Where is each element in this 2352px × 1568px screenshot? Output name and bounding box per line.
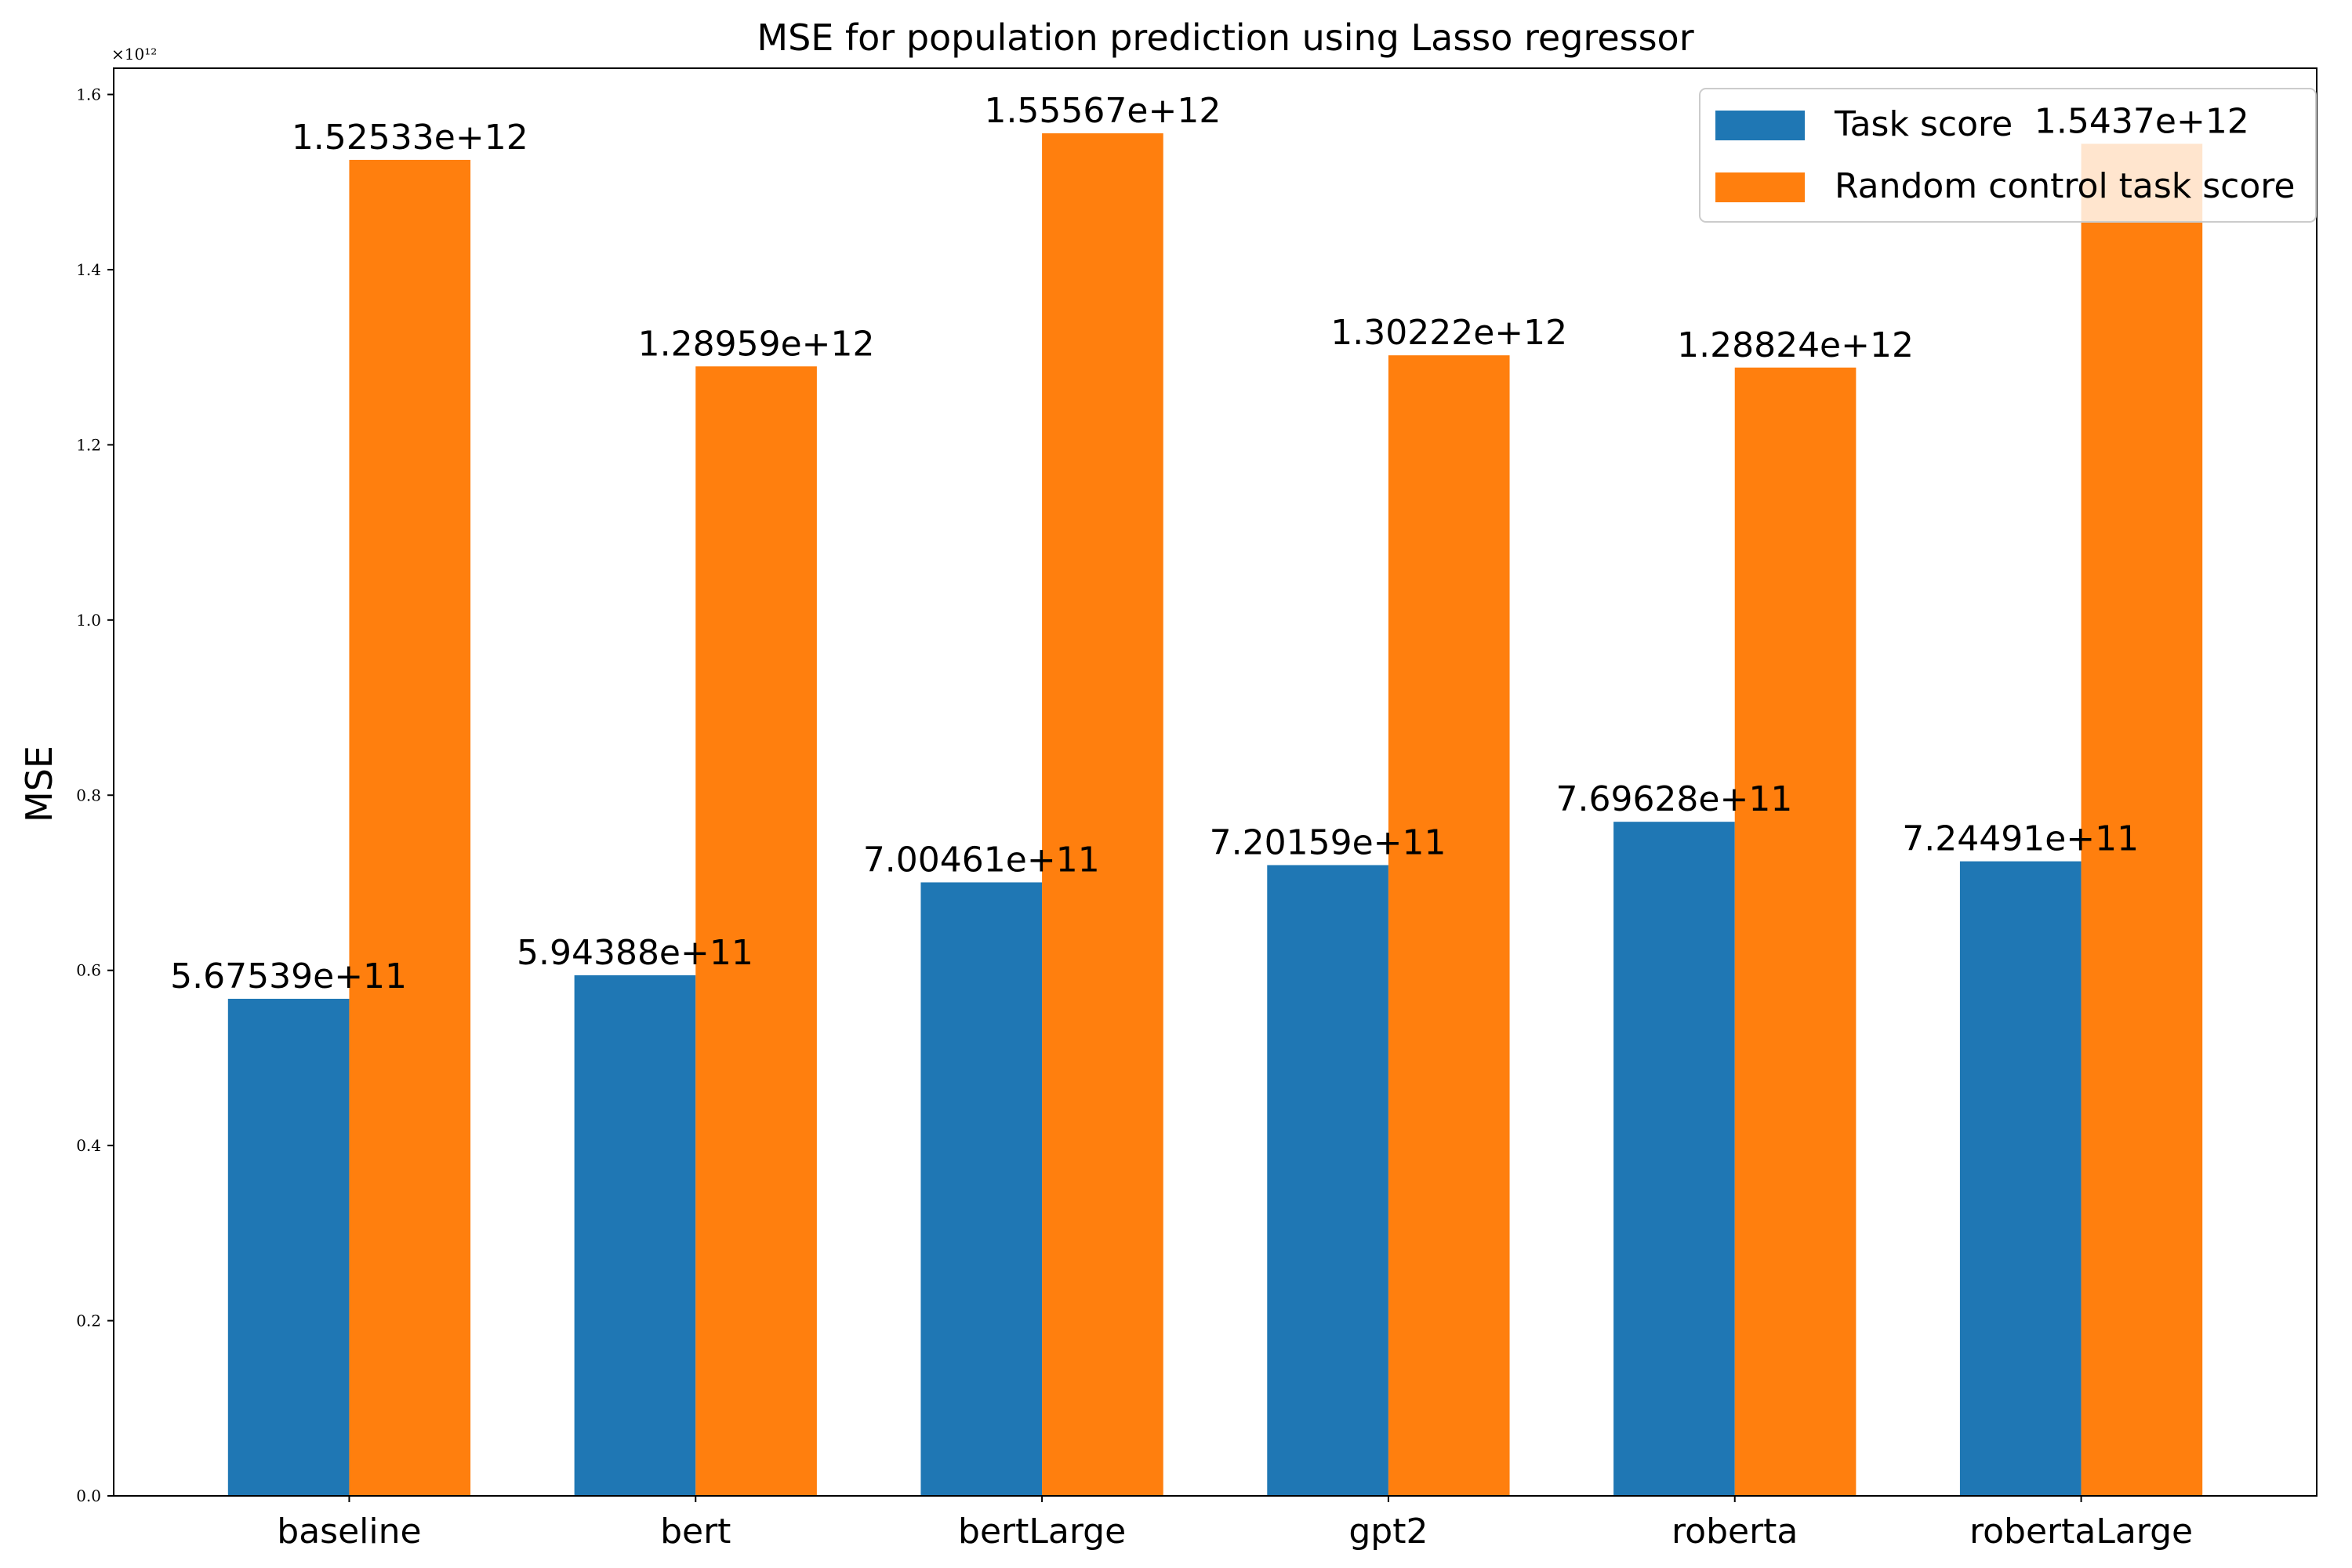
x-tick-label: roberta — [1671, 1512, 1798, 1552]
data-label: 5.67539e+11 — [170, 956, 407, 996]
x-tick-label: bertLarge — [958, 1512, 1126, 1552]
data-label: 1.55567e+12 — [984, 91, 1221, 131]
bar-bertLarge-0 — [920, 882, 1043, 1496]
bar-gpt2-0 — [1267, 865, 1388, 1496]
x-tick-label: gpt2 — [1348, 1512, 1428, 1552]
data-label: 7.24491e+11 — [1902, 819, 2139, 859]
data-label: 7.69628e+11 — [1555, 779, 1792, 819]
y-tick-label: 0.8 — [76, 786, 101, 804]
x-tick-label: bert — [660, 1512, 731, 1552]
chart-title: MSE for population prediction using Lass… — [757, 16, 1693, 59]
y-tick-label: 0.6 — [76, 961, 101, 980]
legend-label: Task score — [1834, 104, 2013, 144]
legend-label: Random control task score — [1835, 166, 2296, 206]
legend-swatch — [1715, 111, 1805, 140]
y-tick-label: 0.4 — [76, 1136, 101, 1155]
bar-robertaLarge-0 — [1959, 861, 2082, 1496]
x-tick-label: baseline — [277, 1512, 421, 1552]
data-label: 5.94388e+11 — [517, 933, 753, 973]
data-label: 1.28824e+12 — [1677, 325, 1914, 365]
y-tick-label: 1.0 — [76, 611, 101, 630]
y-tick-label: 0.2 — [76, 1312, 101, 1330]
data-label: 7.20159e+11 — [1210, 822, 1446, 862]
bar-bertLarge-1 — [1042, 133, 1163, 1497]
bar-baseline-1 — [349, 159, 471, 1496]
legend: Task score Random control task score — [1699, 88, 2317, 223]
legend-box — [1699, 88, 2317, 223]
y-tick-label: 0.0 — [76, 1486, 101, 1505]
bar-bert-0 — [574, 975, 696, 1496]
legend-swatch — [1715, 172, 1805, 202]
data-label: 1.5437e+12 — [2034, 101, 2249, 141]
bar-roberta-1 — [1734, 367, 1857, 1496]
y-axis-offset-label: ×10¹² — [111, 45, 157, 64]
bar-gpt2-1 — [1388, 355, 1510, 1496]
bar-robertaLarge-1 — [2081, 143, 2203, 1496]
x-tick-label: robertaLarge — [1969, 1512, 2193, 1552]
axes-frame — [113, 67, 2318, 1497]
data-label: 7.00461e+11 — [863, 840, 1100, 880]
bar-roberta-0 — [1613, 822, 1735, 1496]
data-label: 1.52533e+12 — [292, 118, 528, 158]
y-tick-label: 1.2 — [76, 435, 101, 454]
y-tick-label: 1.6 — [76, 85, 101, 104]
plot-area: 0.0 0.2 0.4 0.6 0.8 1.0 1.2 1.4 1.6 baseline bert b… — [76, 67, 2318, 1552]
data-label: 1.28959e+12 — [638, 324, 875, 364]
bar-baseline-0 — [227, 998, 350, 1496]
y-axis-label: MSE — [18, 746, 60, 822]
y-tick-label: 1.4 — [76, 260, 101, 279]
data-label: 1.30222e+12 — [1330, 313, 1567, 353]
bar-bert-1 — [695, 366, 817, 1496]
